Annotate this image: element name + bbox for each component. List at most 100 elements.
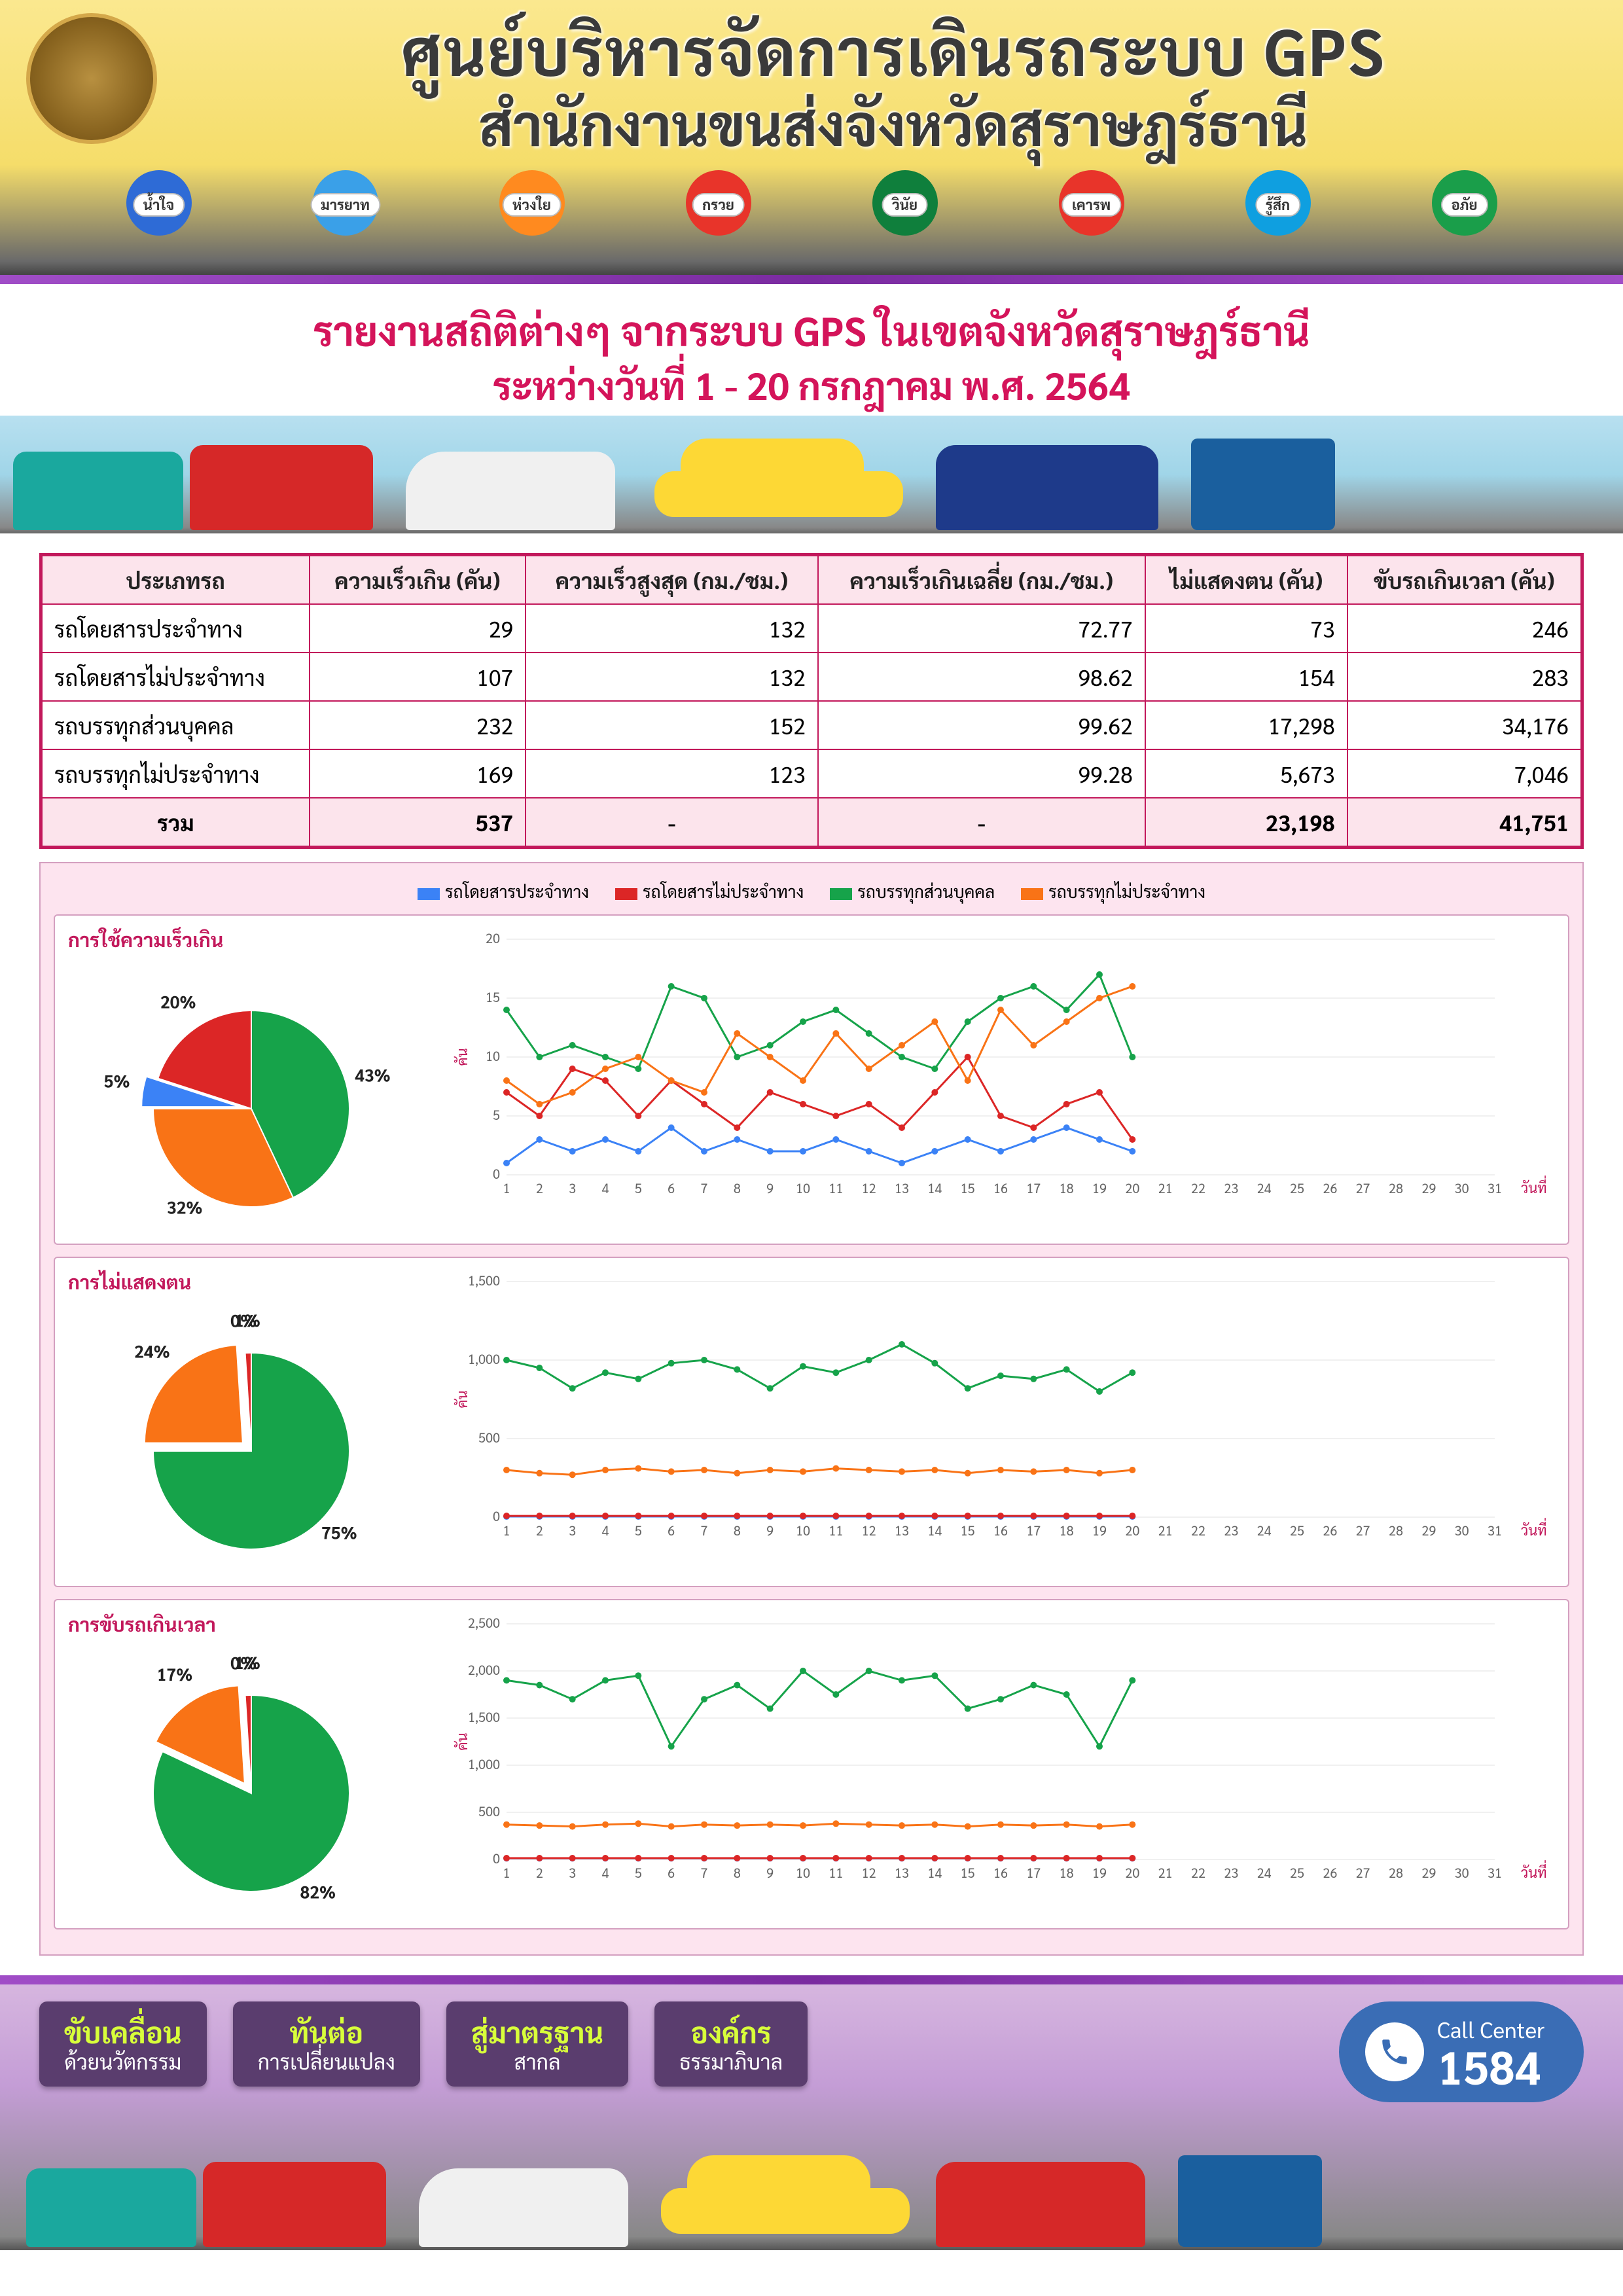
svg-text:1,000: 1,000: [468, 1755, 500, 1772]
svg-text:26: 26: [1323, 1179, 1337, 1196]
table-cell: 232: [310, 701, 526, 749]
svg-text:9: 9: [766, 1864, 774, 1881]
svg-text:4: 4: [602, 1522, 609, 1539]
header-banner: ศูนย์บริหารจัดการเดินรถระบบ GPS สำนักงาน…: [0, 0, 1623, 275]
call-center-number: 1584: [1437, 2043, 1544, 2089]
svg-text:17: 17: [1026, 1864, 1041, 1881]
svg-text:1%: 1%: [234, 1309, 260, 1331]
svg-text:18: 18: [1060, 1522, 1074, 1539]
table-total-cell: -: [526, 798, 818, 846]
svg-text:วันที่: วันที่: [1521, 1175, 1547, 1197]
table-cell: 5,673: [1145, 749, 1347, 798]
svg-text:9: 9: [766, 1179, 774, 1196]
svg-text:17%: 17%: [157, 1663, 193, 1685]
svg-text:30: 30: [1455, 1179, 1469, 1196]
svg-text:31: 31: [1488, 1864, 1502, 1881]
mascot: มารยาท: [287, 170, 404, 275]
table-header: ประเภทรถ: [42, 556, 310, 604]
footer-card: องค์กรธรรมาภิบาล: [654, 2001, 808, 2087]
mascot: วินัย: [846, 170, 964, 275]
svg-text:10: 10: [796, 1864, 810, 1881]
svg-text:14: 14: [927, 1179, 942, 1196]
report-title: รายงานสถิติต่างๆ จากระบบ GPS ในเขตจังหวั…: [0, 284, 1623, 416]
charts-panel: รถโดยสารประจำทางรถโดยสารไม่ประจำทางรถบรร…: [39, 862, 1584, 1956]
phone-icon: [1365, 2022, 1424, 2081]
svg-text:7: 7: [701, 1864, 708, 1881]
chart-title: การใช้ความเร็วเกิน: [68, 926, 435, 952]
table-cell: 107: [310, 653, 526, 701]
svg-text:12: 12: [862, 1864, 876, 1881]
svg-text:30: 30: [1455, 1522, 1469, 1539]
chart-row: การใช้ความเร็วเกิน43%32%5%20%05101520123…: [54, 914, 1569, 1245]
divider-strip: [0, 275, 1623, 284]
svg-text:29: 29: [1421, 1179, 1436, 1196]
svg-text:14: 14: [927, 1864, 942, 1881]
svg-text:23: 23: [1224, 1864, 1238, 1881]
svg-text:19: 19: [1092, 1864, 1107, 1881]
svg-text:28: 28: [1389, 1864, 1403, 1881]
svg-text:21: 21: [1158, 1522, 1173, 1539]
svg-text:14: 14: [927, 1522, 942, 1539]
svg-text:13: 13: [895, 1179, 909, 1196]
svg-text:500: 500: [478, 1803, 500, 1820]
svg-text:24%: 24%: [134, 1340, 170, 1363]
svg-text:1,500: 1,500: [468, 1708, 500, 1725]
svg-text:0: 0: [493, 1507, 500, 1524]
svg-text:28: 28: [1389, 1179, 1403, 1196]
table-cell: รถโดยสารไม่ประจำทาง: [42, 653, 310, 701]
svg-text:11: 11: [829, 1522, 843, 1539]
svg-text:16: 16: [993, 1522, 1008, 1539]
mascot: รู้สึก: [1219, 170, 1337, 275]
svg-text:4: 4: [602, 1864, 609, 1881]
svg-text:12: 12: [862, 1522, 876, 1539]
svg-text:0: 0: [493, 1165, 500, 1182]
svg-text:19: 19: [1092, 1179, 1107, 1196]
table-cell: 283: [1347, 653, 1581, 701]
legend-item: รถโดยสารประจำทาง: [418, 880, 589, 903]
line-chart: 0510152012345678910111213141516171819202…: [448, 926, 1547, 1214]
table-header: ความเร็วเกิน (คัน): [310, 556, 526, 604]
svg-text:10: 10: [486, 1047, 500, 1064]
svg-text:6: 6: [668, 1522, 675, 1539]
table-cell: 154: [1145, 653, 1347, 701]
svg-text:1: 1: [503, 1522, 510, 1539]
vehicles-illustration: [0, 416, 1623, 533]
svg-text:3: 3: [569, 1179, 576, 1196]
mascot: ห่วงใย: [473, 170, 591, 275]
table-header: ความเร็วเกินเฉลี่ย (กม./ชม.): [818, 556, 1145, 604]
table-cell: 152: [526, 701, 818, 749]
svg-text:82%: 82%: [300, 1880, 336, 1903]
svg-text:1,000: 1,000: [468, 1350, 500, 1367]
svg-text:วันที่: วันที่: [1521, 1860, 1547, 1882]
svg-text:3: 3: [569, 1864, 576, 1881]
svg-text:2: 2: [536, 1522, 543, 1539]
svg-text:5: 5: [635, 1522, 642, 1539]
svg-text:20%: 20%: [160, 990, 196, 1013]
svg-text:23: 23: [1224, 1179, 1238, 1196]
legend-item: รถบรรทุกไม่ประจำทาง: [1021, 880, 1205, 903]
svg-text:29: 29: [1421, 1864, 1436, 1881]
svg-text:20: 20: [1125, 1179, 1139, 1196]
svg-text:12: 12: [862, 1179, 876, 1196]
table-header: ขับรถเกินเวลา (คัน): [1347, 556, 1581, 604]
svg-text:5%: 5%: [104, 1069, 130, 1092]
svg-text:11: 11: [829, 1179, 843, 1196]
table-total-cell: 23,198: [1145, 798, 1347, 846]
svg-text:25: 25: [1290, 1179, 1304, 1196]
pie-chart: 43%32%5%20%: [81, 958, 421, 1233]
svg-text:26: 26: [1323, 1864, 1337, 1881]
mascot: เคารพ: [1033, 170, 1150, 275]
svg-text:22: 22: [1191, 1522, 1205, 1539]
svg-text:6: 6: [668, 1864, 675, 1881]
svg-text:20: 20: [486, 929, 500, 946]
legend-item: รถบรรทุกส่วนบุคคล: [830, 880, 995, 903]
table-total-label: รวม: [42, 798, 310, 846]
pie-chart: 82%17%0%1%: [81, 1643, 421, 1918]
mascot: กรวย: [660, 170, 777, 275]
report-title-line2: ระหว่างวันที่ 1 - 20 กรกฎาคม พ.ศ. 2564: [26, 360, 1597, 409]
svg-text:3: 3: [569, 1522, 576, 1539]
svg-text:25: 25: [1290, 1864, 1304, 1881]
svg-text:คัน: คัน: [453, 1732, 471, 1750]
chart-row: การไม่แสดงตน75%24%0%1%05001,0001,5001234…: [54, 1257, 1569, 1587]
svg-text:20: 20: [1125, 1522, 1139, 1539]
